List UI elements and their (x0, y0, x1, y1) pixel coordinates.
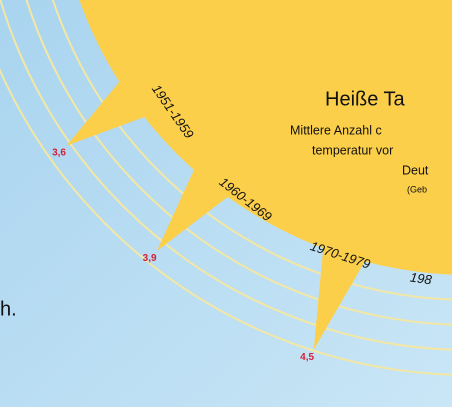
subtitle: temperatur vor (312, 143, 393, 157)
ray (313, 243, 368, 350)
title: Heiße Ta (325, 88, 406, 110)
subtitle: (Geb (407, 184, 427, 194)
period-label: 198 (409, 270, 433, 288)
value-label: 4,5 (300, 352, 314, 363)
rays (66, 77, 368, 350)
subtitle: Deut (402, 163, 429, 177)
value-label: 3,9 (143, 253, 157, 264)
subtitle: Mittlere Anzahl c (290, 123, 382, 137)
side-text: h. (0, 298, 17, 320)
ray (156, 165, 232, 251)
sun (79, 0, 452, 275)
value-label: 3,6 (52, 147, 66, 158)
